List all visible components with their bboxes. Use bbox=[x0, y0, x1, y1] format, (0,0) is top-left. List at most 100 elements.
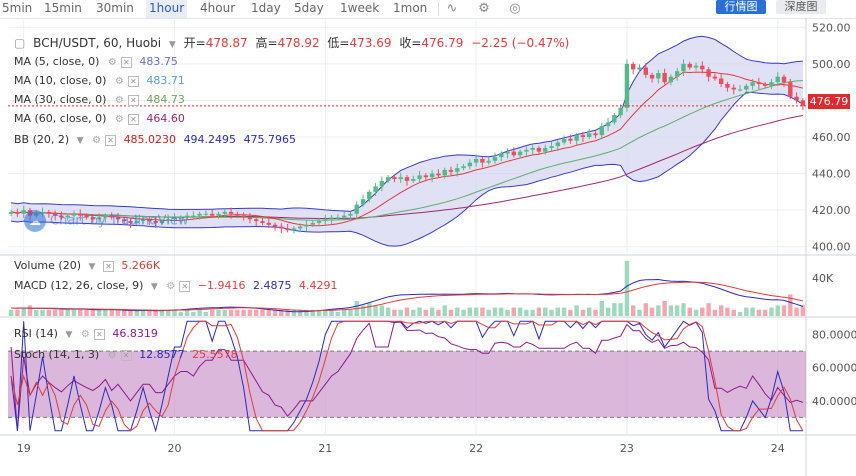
candle-body bbox=[524, 149, 529, 152]
bb-settings-icon[interactable]: ⚙ bbox=[92, 135, 102, 146]
candle-body bbox=[631, 63, 636, 70]
ma60-remove-icon[interactable]: ✕ bbox=[127, 113, 139, 125]
candle-body bbox=[668, 76, 674, 83]
timeframe-30min[interactable]: 30min bbox=[96, 1, 134, 15]
price-tick-label: 420.00 bbox=[812, 204, 851, 217]
rsi-settings-icon[interactable]: ⚙ bbox=[80, 329, 90, 340]
ma10-remove-icon[interactable]: ✕ bbox=[127, 75, 139, 87]
volume-dropdown-icon[interactable]: ▼ bbox=[88, 262, 96, 272]
volume-bar bbox=[643, 303, 648, 316]
candle-body bbox=[84, 215, 89, 218]
candle-body bbox=[96, 217, 102, 220]
ma5-label: MA (5, close, 0) bbox=[14, 55, 100, 68]
candle-body bbox=[725, 83, 730, 88]
candle-chart-button[interactable]: 行情图 bbox=[716, 0, 766, 14]
time-tick-label: 21 bbox=[318, 442, 332, 455]
bb-remove-icon[interactable]: ✕ bbox=[105, 134, 117, 146]
candle-body bbox=[762, 83, 768, 86]
price-tick-label: 440.00 bbox=[812, 168, 851, 181]
volume-bar bbox=[184, 309, 190, 316]
volume-bar bbox=[115, 309, 121, 316]
candle-body bbox=[15, 211, 20, 214]
stoch-legend[interactable]: Stoch (14, 1, 3) ⚙ ✕ 12.8577 25.5578 bbox=[14, 348, 242, 361]
volume-bar bbox=[210, 309, 215, 316]
volume-bar bbox=[348, 309, 353, 316]
ma60-label: MA (60, close, 0) bbox=[14, 112, 107, 125]
volume-legend[interactable]: Volume (20) ▼ ✕ 5.266K bbox=[14, 259, 164, 272]
ma30-settings-icon[interactable]: ⚙ bbox=[114, 95, 124, 106]
volume-bar bbox=[618, 303, 623, 316]
volume-bar bbox=[310, 309, 315, 316]
candle-body bbox=[505, 151, 510, 154]
timeframe-1day[interactable]: 1day bbox=[251, 1, 281, 15]
screenshot-icon[interactable]: ◎ bbox=[509, 1, 521, 16]
ma60-settings-icon[interactable]: ⚙ bbox=[114, 114, 124, 125]
bb-legend[interactable]: BB (20, 2) ▼ ⚙ ✕ 485.0230 494.2495 475.79… bbox=[14, 133, 300, 146]
bb-dropdown-icon[interactable]: ▼ bbox=[76, 136, 84, 146]
rsi-legend[interactable]: RSI (14) ▼ ⚙ ✕ 46.8319 bbox=[14, 327, 162, 340]
candle-body bbox=[210, 213, 215, 216]
ma60-legend[interactable]: MA (60, close, 0) ⚙ ✕ 464.60 bbox=[14, 112, 189, 125]
candle-body bbox=[297, 226, 303, 229]
volume-bar bbox=[241, 309, 246, 316]
timeframe-4hour[interactable]: 4hour bbox=[200, 1, 236, 15]
timeframe-1mon[interactable]: 1mon bbox=[393, 1, 428, 15]
macd-legend[interactable]: MACD (12, 26, close, 9) ▼ ⚙ ✕ −1.9416 2.4… bbox=[14, 279, 341, 292]
candle-body bbox=[750, 82, 755, 86]
ma30-remove-icon[interactable]: ✕ bbox=[127, 94, 139, 106]
volume-remove-icon[interactable]: ✕ bbox=[102, 260, 114, 272]
volume-bar bbox=[455, 307, 460, 316]
candle-body bbox=[310, 222, 315, 225]
ma5-remove-icon[interactable]: ✕ bbox=[120, 56, 132, 68]
volume-bar bbox=[228, 309, 234, 316]
last-price-tag: 476.79 bbox=[808, 94, 850, 109]
timeframe-1hour[interactable]: 1hour bbox=[146, 0, 188, 18]
volume-bar bbox=[40, 309, 45, 316]
candle-body bbox=[216, 213, 221, 216]
ma30-legend[interactable]: MA (30, close, 0) ⚙ ✕ 484.73 bbox=[14, 93, 189, 106]
timeframe-1week[interactable]: 1week bbox=[340, 1, 380, 15]
macd-remove-icon[interactable]: ✕ bbox=[179, 280, 191, 292]
settings-gear-icon[interactable]: ⚙ bbox=[478, 1, 490, 16]
volume-bar bbox=[718, 305, 724, 316]
price-tick-label: 460.00 bbox=[812, 131, 851, 144]
candle-body bbox=[128, 221, 133, 223]
volume-bar bbox=[27, 305, 33, 316]
volume-bar bbox=[404, 307, 410, 316]
ma10-settings-icon[interactable]: ⚙ bbox=[114, 76, 124, 87]
candle-body bbox=[718, 78, 724, 84]
stoch-settings-icon[interactable]: ⚙ bbox=[107, 350, 117, 361]
volume-bar bbox=[134, 309, 140, 316]
ma10-legend[interactable]: MA (10, close, 0) ⚙ ✕ 483.71 bbox=[14, 74, 189, 87]
candle-body bbox=[159, 221, 165, 223]
stoch-remove-icon[interactable]: ✕ bbox=[120, 349, 132, 361]
indicators-icon[interactable]: ∿ bbox=[446, 1, 458, 16]
volume-value: 5.266K bbox=[121, 259, 161, 272]
tradingview-watermark[interactable]: ☁ Chart by TradingView bbox=[24, 210, 188, 232]
rsi-dropdown-icon[interactable]: ▼ bbox=[65, 330, 73, 340]
volume-label: Volume (20) bbox=[14, 259, 81, 272]
candle-body bbox=[172, 217, 177, 220]
ma5-settings-icon[interactable]: ⚙ bbox=[107, 57, 117, 68]
timeframe-15min[interactable]: 15min bbox=[44, 1, 82, 15]
volume-bar bbox=[417, 307, 422, 316]
low-label: 低= bbox=[327, 36, 350, 50]
timeframe-5day[interactable]: 5day bbox=[294, 1, 324, 15]
volume-bar bbox=[448, 309, 454, 316]
candle-body bbox=[781, 76, 787, 83]
macd-settings-icon[interactable]: ⚙ bbox=[166, 281, 176, 292]
symbol-dropdown-icon[interactable]: ▼ bbox=[168, 40, 176, 50]
bb-basis-value: 485.0230 bbox=[123, 133, 177, 146]
candle-body bbox=[618, 107, 623, 116]
timeframe-5min[interactable]: 5min bbox=[2, 1, 33, 15]
volume-bar bbox=[775, 305, 780, 316]
candle-body bbox=[411, 179, 416, 181]
rsi-remove-icon[interactable]: ✕ bbox=[93, 328, 105, 340]
candle-body bbox=[115, 217, 121, 220]
volume-bar bbox=[762, 309, 768, 316]
depth-chart-button[interactable]: 深度图 bbox=[776, 0, 826, 14]
volume-bar bbox=[612, 303, 617, 316]
candle-body bbox=[367, 191, 372, 200]
ma5-legend[interactable]: MA (5, close, 0) ⚙ ✕ 483.75 bbox=[14, 55, 182, 68]
macd-dropdown-icon[interactable]: ▼ bbox=[150, 282, 158, 292]
